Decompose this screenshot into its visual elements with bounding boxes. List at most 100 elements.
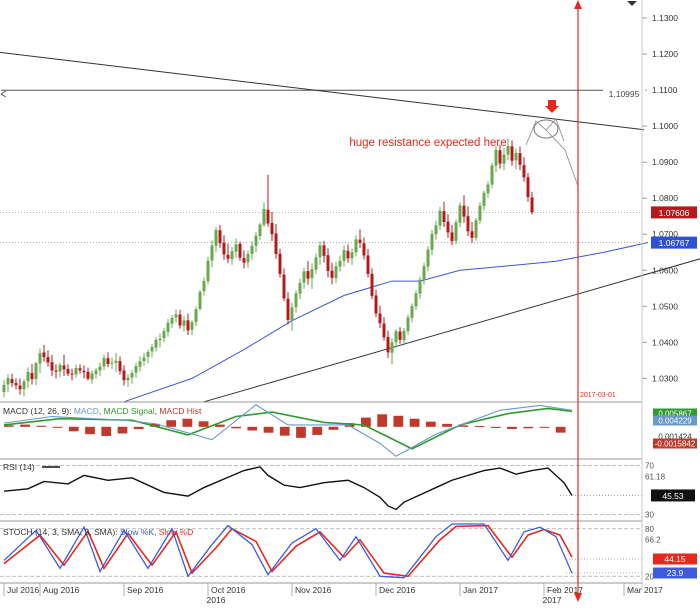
- candle-body: [38, 353, 42, 364]
- level-label-box: [603, 87, 645, 99]
- candle-body: [394, 331, 398, 343]
- candle-body: [226, 254, 230, 259]
- candle-body: [422, 266, 426, 280]
- candle-body: [470, 231, 474, 238]
- macd-hist-bar: [344, 423, 355, 427]
- rsi-tick-label: 30: [645, 510, 654, 519]
- macd-hist-bar: [409, 418, 420, 427]
- candle-body: [490, 165, 494, 185]
- candle-body: [118, 361, 122, 372]
- candle-body: [310, 269, 314, 279]
- level-line-left-arrow-2: [0, 93, 7, 98]
- macd-legend-part: MACD: [74, 406, 99, 416]
- candle-body: [18, 385, 22, 390]
- candle-body: [486, 184, 490, 194]
- candle-body: [406, 317, 410, 332]
- candle-body: [510, 146, 514, 161]
- candle-body: [42, 352, 46, 358]
- candle-body: [362, 243, 366, 256]
- candle-body: [198, 291, 202, 309]
- candle-body: [462, 205, 466, 217]
- macd-hist-bar: [474, 426, 485, 428]
- macd-hist-bar: [507, 426, 517, 430]
- macd-badge: [653, 431, 697, 442]
- candle-body: [130, 372, 134, 378]
- price-tick-label: 1.1300: [652, 13, 678, 23]
- macd-hist-bar: [279, 426, 290, 436]
- candle-body: [450, 232, 454, 242]
- stoch-k-line: [3, 523, 573, 579]
- candle-body: [194, 309, 198, 323]
- macd-hist-bar: [117, 426, 128, 434]
- candle-body: [434, 225, 438, 235]
- candlesticks: [2, 138, 534, 398]
- candle-body: [318, 245, 322, 258]
- candle-body: [286, 298, 290, 320]
- macd-badge: [653, 408, 697, 419]
- stoch-legend-part: ,: [154, 527, 159, 537]
- macd-line: [3, 404, 573, 457]
- annotation-layer: huge resistance expected here 1.10995: [0, 87, 645, 187]
- candle-body: [166, 322, 170, 332]
- year-label: 2016: [207, 595, 226, 604]
- candle-body: [142, 357, 146, 362]
- candle-body: [494, 149, 498, 166]
- macd-hist-bar: [20, 424, 30, 427]
- candle-body: [94, 370, 98, 375]
- macd-hist-bar: [85, 426, 95, 435]
- candle-body: [238, 243, 242, 258]
- macd-hist-bar: [425, 421, 436, 427]
- candle-body: [358, 239, 362, 243]
- chart-menu-chevron-down-icon[interactable]: [627, 1, 637, 6]
- macd-hist-bar: [312, 426, 323, 435]
- macd-hist-bar: [182, 418, 193, 427]
- month-label: Jan 2017: [463, 585, 498, 595]
- candle-body: [190, 322, 194, 330]
- price-tick-label: 1.1000: [652, 121, 678, 131]
- macd-hist-bar: [263, 426, 274, 433]
- projection-line-2: [545, 129, 579, 187]
- candle-body: [378, 313, 382, 324]
- candle-body: [158, 338, 162, 341]
- date-marker: 2017-03-01: [574, 0, 616, 602]
- candle-body: [114, 360, 118, 363]
- rsi-tick-label: 70: [645, 462, 654, 471]
- price-tick-label: 1.0400: [652, 337, 678, 347]
- candle-body: [34, 363, 38, 380]
- macd-hist-bar: [166, 420, 177, 427]
- down-arrow-icon: [545, 100, 559, 113]
- month-label: Nov 2016: [295, 585, 332, 595]
- candle-body: [66, 369, 70, 374]
- macd-hist-bar: [101, 426, 112, 437]
- macd-lines: [3, 404, 573, 457]
- macd-hist-bar: [133, 426, 144, 430]
- candle-body: [502, 154, 506, 164]
- macd-legend-part: ,: [99, 406, 104, 416]
- candle-body: [98, 366, 102, 371]
- candle-body: [482, 192, 486, 207]
- macd-legend-part: MACD (12, 26, 9):: [3, 406, 74, 416]
- candle-body: [214, 229, 218, 246]
- macd-hist-bar: [247, 426, 258, 431]
- candle-body: [182, 320, 186, 326]
- price-tick-label: 1.0600: [652, 265, 678, 275]
- candle-body: [74, 367, 78, 375]
- price-axis-ticks: 1.1300 1.1200 1.1100 1.1000 1.0900 1.0800 1.07…: [642, 13, 678, 383]
- candle-body: [170, 317, 174, 324]
- macd-hist-bar: [68, 426, 79, 432]
- candle-body: [350, 252, 354, 259]
- candle-body: [338, 260, 342, 267]
- macd-hist-bar: [555, 426, 566, 433]
- macd-hist-bar: [393, 415, 404, 427]
- candle-body: [254, 235, 258, 246]
- candle-body: [14, 383, 18, 386]
- candle-body: [46, 357, 50, 363]
- candle-body: [478, 205, 482, 221]
- candle-body: [270, 223, 274, 235]
- candle-body: [126, 377, 130, 381]
- candle-body: [438, 210, 442, 226]
- candle-body: [218, 230, 222, 244]
- candle-body: [10, 379, 14, 384]
- candle-body: [174, 314, 178, 318]
